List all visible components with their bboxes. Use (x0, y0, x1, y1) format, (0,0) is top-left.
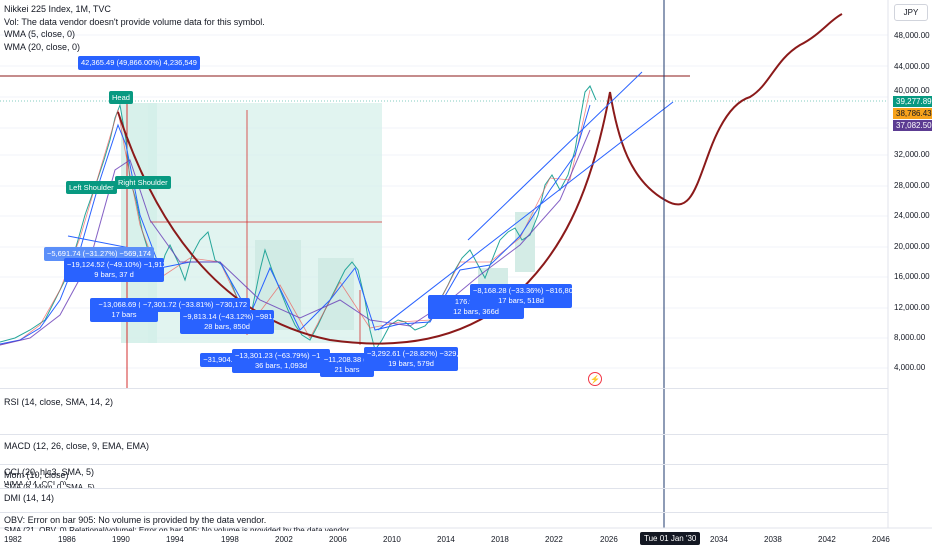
cup-curve (117, 13, 843, 345)
trend-line (67, 235, 131, 249)
rsi-title[interactable]: RSI (14, close, SMA, 14, 2) (4, 397, 114, 407)
vol-legend[interactable]: Vol: The data vendor doesn't provide vol… (4, 16, 265, 27)
cci-panel[interactable]: CCI (20, hlc3, SMA, 5) WMA (14, CCI, 0) (0, 464, 888, 488)
price-tick: 12,000.00 (894, 303, 930, 312)
obv-sub: SMA (21, OBV, 0) Relational/volumel: Err… (4, 526, 351, 531)
time-tick: 1998 (221, 535, 239, 544)
time-cursor-label: Tue 01 Jan '30 (640, 532, 701, 545)
currency-button[interactable]: JPY (894, 4, 928, 21)
price-tick: 20,000.00 (894, 242, 930, 251)
channel-bottom (377, 101, 674, 331)
time-tick: 2018 (491, 535, 509, 544)
left-shoulder-label[interactable]: Left Shoulder (66, 181, 117, 194)
time-tick: 1990 (112, 535, 130, 544)
mom-sub: SMA (8, Mom, 0, SMA, 5) (4, 483, 95, 488)
time-tick: 2026 (600, 535, 618, 544)
cci-title[interactable]: CCI (20, hlc3, SMA, 5) (4, 467, 95, 477)
price-tick: 8,000.00 (894, 333, 926, 342)
time-tick: 2042 (818, 535, 836, 544)
measure-annotation-7[interactable]: −13,301.23 (−63.79%) −1,330,1 36 bars, 1… (232, 349, 330, 373)
price-tick: 44,000.00 (894, 62, 930, 71)
time-tick: 2038 (764, 535, 782, 544)
wma20-price-label: 37,082.50 (893, 120, 932, 131)
time-tick: 1986 (58, 535, 76, 544)
measure-annotation-9[interactable]: −3,292.61 (−28.82%) −329,261 19 bars, 57… (364, 347, 458, 371)
rsi-panel[interactable]: RSI (14, close, SMA, 14, 2) (0, 388, 888, 435)
time-tick: 2034 (710, 535, 728, 544)
right-shoulder-label[interactable]: Right Shoulder (115, 176, 171, 189)
time-tick: 2002 (275, 535, 293, 544)
cci-sub: WMA (14, CCI, 0) (4, 480, 67, 485)
price-tick: 32,000.00 (894, 150, 930, 159)
price-tick: 24,000.00 (894, 211, 930, 220)
mom-panel[interactable]: Mom (10, close) SMA (8, Mom, 0, SMA, 5) (0, 464, 888, 489)
mom-title[interactable]: Mom (10, close) (4, 470, 69, 480)
dmi-panel[interactable]: DMI (14, 14) (0, 488, 888, 513)
time-tick: 2006 (329, 535, 347, 544)
symbol-title[interactable]: Nikkei 225 Index, 1M, TVC (4, 4, 111, 14)
lightning-icon[interactable]: ⚡ (588, 372, 602, 386)
price-tick: 48,000.00 (894, 31, 930, 40)
measure-annotation-4[interactable]: −7,301.72 (−33.81%) −730,172 (140, 298, 251, 312)
price-tick: 16,000.00 (894, 272, 930, 281)
position-box-4 (318, 258, 354, 330)
chart-legend: Nikkei 225 Index, 1M, TVC Vol: The data … (4, 3, 265, 53)
measure-annotation-5[interactable]: −9,813.14 (−43.12%) −981,314 28 bars, 85… (180, 310, 274, 334)
measure-annotation-11[interactable]: −8,168.28 (−33.36%) −816,803 17 bars, 51… (470, 284, 572, 308)
time-tick: 2014 (437, 535, 455, 544)
wma20-legend[interactable]: WMA (20, close, 0) (4, 41, 81, 52)
obv-title[interactable]: OBV: Error on bar 905: No volume is prov… (4, 515, 267, 525)
wma5-legend[interactable]: WMA (5, close, 0) (4, 29, 76, 39)
measure-annotation-6[interactable]: −31,904. (200, 353, 236, 367)
time-tick: 2022 (545, 535, 563, 544)
dmi-title[interactable]: DMI (14, 14) (4, 493, 55, 503)
channel-top (467, 71, 643, 241)
measure-annotation-1[interactable]: −5,691.74 (−31.27%) −569,174 (44, 247, 155, 261)
price-tick: 28,000.00 (894, 181, 930, 190)
price-tick: 4,000.00 (894, 363, 926, 372)
last-price-label: 39,277.89 (893, 96, 932, 107)
macd-title[interactable]: MACD (12, 26, close, 9, EMA, EMA) (4, 441, 150, 451)
macd-panel[interactable]: MACD (12, 26, close, 9, EMA, EMA) (0, 434, 888, 465)
time-tick: 2046 (872, 535, 890, 544)
top-annotation[interactable]: 42,365.49 (49,866.00%) 4,236,549 (78, 56, 200, 70)
price-tick: 40,000.00 (894, 86, 930, 95)
wma5-price-label: 38,786.43 (893, 108, 932, 119)
time-tick: 1982 (4, 535, 22, 544)
time-tick: 2010 (383, 535, 401, 544)
head-label[interactable]: Head (109, 91, 133, 104)
obv-panel[interactable]: OBV: Error on bar 905: No volume is prov… (0, 512, 888, 531)
position-box-5 (515, 212, 535, 272)
time-tick: 1994 (166, 535, 184, 544)
wma5-line (0, 104, 591, 345)
measure-annotation-2[interactable]: −19,124.52 (−49.10%) −1,912,452 9 bars, … (64, 258, 164, 282)
